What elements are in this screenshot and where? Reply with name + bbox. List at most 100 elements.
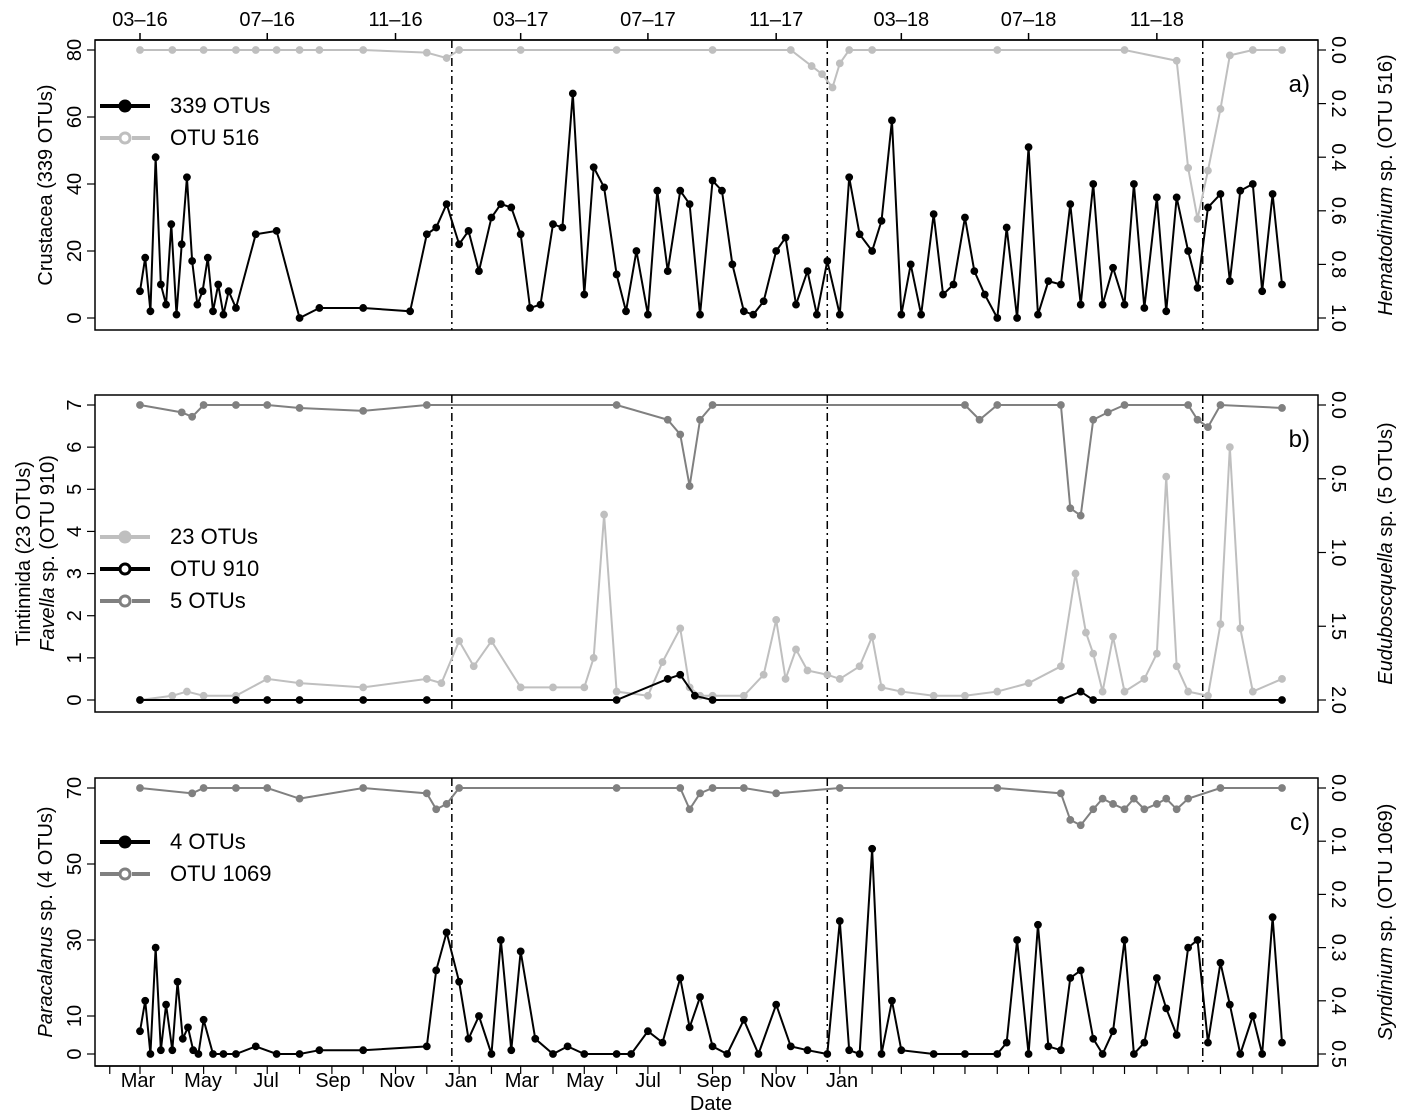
- data-point: [929, 1050, 938, 1058]
- data-point: [1184, 247, 1193, 255]
- legend-label: 5 OTUs: [170, 588, 246, 613]
- data-point: [177, 240, 186, 249]
- data-point: [1089, 805, 1098, 814]
- data-point: [1120, 687, 1129, 696]
- data-point: [1066, 974, 1075, 982]
- data-point: [580, 683, 589, 692]
- top-axis-tick-label: 03–18: [874, 9, 930, 31]
- data-point: [803, 666, 812, 675]
- data-point: [1278, 280, 1286, 289]
- right-tick-label: 0.4: [1327, 987, 1349, 1015]
- left-tick-label: 30: [64, 929, 86, 951]
- data-point: [612, 696, 621, 704]
- data-point: [993, 46, 1002, 54]
- data-point: [1162, 794, 1171, 803]
- data-point: [315, 46, 324, 54]
- data-point: [759, 297, 768, 306]
- y2-axis-label: Syndinium sp. (OTU 1069): [1375, 804, 1397, 1041]
- data-point: [272, 227, 281, 235]
- data-point: [188, 789, 197, 798]
- data-point: [422, 1042, 431, 1051]
- data-point: [685, 805, 694, 814]
- y-axis-label-line2: Favella sp. (OTU 910): [37, 455, 59, 652]
- data-point: [141, 253, 150, 262]
- data-point: [464, 1034, 473, 1043]
- data-point: [178, 1034, 187, 1043]
- data-point: [1216, 190, 1225, 198]
- data-point: [136, 784, 144, 792]
- legend-marker: [118, 562, 132, 576]
- bottom-axis-tick-label: Mar: [121, 1070, 156, 1092]
- data-point: [487, 213, 496, 222]
- data-point: [558, 223, 567, 232]
- data-point: [1013, 936, 1021, 944]
- right-tick-label: 0.2: [1327, 880, 1349, 908]
- data-point: [209, 307, 217, 316]
- data-point: [455, 784, 464, 792]
- data-point: [568, 89, 577, 98]
- data-point: [168, 1046, 177, 1055]
- data-point: [759, 670, 768, 679]
- data-point: [442, 800, 451, 808]
- data-point: [315, 304, 324, 312]
- data-point: [219, 1050, 228, 1058]
- data-point: [676, 784, 685, 792]
- data-point: [970, 267, 979, 276]
- data-point: [823, 257, 832, 265]
- legend-marker: [118, 99, 132, 113]
- data-point: [1066, 816, 1075, 824]
- left-tick-label: 0: [64, 694, 86, 705]
- data-point: [1120, 805, 1129, 814]
- left-tick-label: 1: [64, 652, 86, 663]
- data-point: [526, 304, 534, 312]
- data-point: [1184, 401, 1193, 409]
- data-point: [855, 1050, 864, 1058]
- data-point: [1225, 277, 1234, 286]
- data-point: [786, 46, 795, 54]
- data-point: [263, 675, 272, 683]
- series-line: [139, 447, 1283, 701]
- right-tick-label: 0.0: [1327, 774, 1349, 802]
- data-point: [1140, 805, 1149, 814]
- data-point: [1098, 794, 1107, 803]
- data-point: [496, 200, 505, 209]
- bottom-axis-tick-label: Jul: [635, 1070, 661, 1092]
- data-point: [507, 1046, 516, 1055]
- data-point: [644, 310, 652, 319]
- data-point: [198, 287, 207, 296]
- legend-marker: [118, 594, 132, 608]
- data-point: [685, 482, 694, 491]
- bottom-date-axis: Mar May Jul Sep Nov Jan Mar May Jul Sep Nov Jan: [95, 1065, 1318, 1092]
- x-axis-label: Date: [690, 1093, 732, 1114]
- data-point: [708, 696, 717, 704]
- data-point: [183, 173, 191, 182]
- data-point: [754, 1050, 763, 1058]
- data-point: [199, 401, 208, 409]
- data-point: [961, 213, 969, 222]
- top-axis-tick-label: 07–18: [1001, 9, 1057, 31]
- data-point: [432, 223, 441, 232]
- bottom-axis-tick-label: Jul: [253, 1070, 279, 1092]
- data-point: [589, 163, 598, 172]
- data-point: [136, 46, 144, 54]
- legend-marker: [118, 835, 132, 849]
- data-point: [199, 46, 208, 54]
- data-point: [1044, 1042, 1053, 1051]
- data-point: [295, 794, 304, 803]
- panel-label: c): [1290, 809, 1310, 836]
- data-point: [1204, 166, 1212, 175]
- data-point: [1236, 1050, 1245, 1058]
- data-point: [1120, 936, 1129, 944]
- data-point: [739, 1015, 748, 1024]
- data-point: [718, 186, 726, 195]
- data-point: [531, 1034, 540, 1043]
- data-point: [1216, 105, 1225, 113]
- data-point: [487, 637, 496, 645]
- data-point: [845, 1046, 854, 1055]
- data-point: [359, 407, 368, 415]
- data-point: [1184, 687, 1193, 696]
- data-point: [1152, 800, 1161, 808]
- data-point: [406, 307, 415, 316]
- panel-label: a): [1289, 71, 1310, 98]
- data-point: [136, 401, 144, 409]
